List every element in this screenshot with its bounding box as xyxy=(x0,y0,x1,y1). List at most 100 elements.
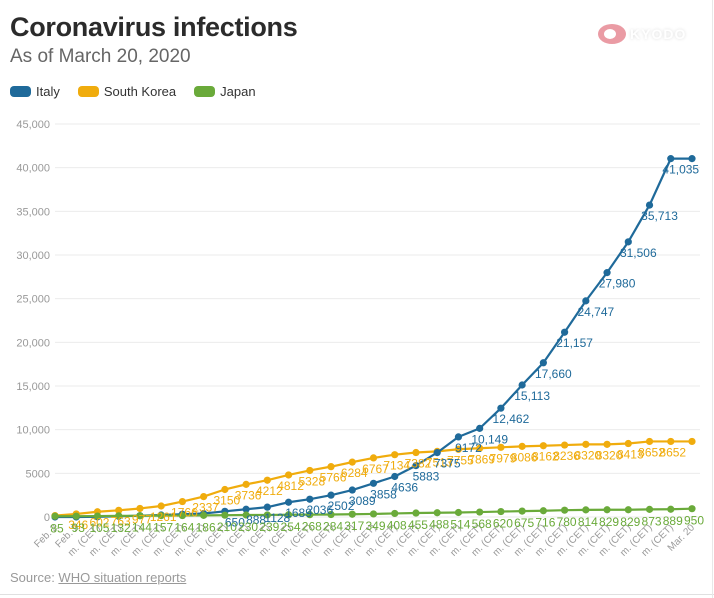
data-label: 346 xyxy=(68,518,88,532)
data-label: 268 xyxy=(302,520,322,534)
data-point xyxy=(263,511,271,519)
data-label: 455 xyxy=(408,518,428,532)
data-point xyxy=(221,485,229,494)
data-label: 8236 xyxy=(553,449,580,463)
legend-item-japan[interactable]: Japan xyxy=(194,84,256,99)
data-point xyxy=(284,511,293,519)
bottom-divider xyxy=(0,594,714,595)
data-point xyxy=(454,445,463,453)
data-point xyxy=(582,297,590,305)
data-point xyxy=(136,512,144,520)
legend-swatch-icon xyxy=(194,86,216,97)
legend-swatch-icon xyxy=(10,86,31,97)
data-point xyxy=(157,502,165,510)
y-tick-label: 15,000 xyxy=(16,381,50,393)
data-point xyxy=(115,506,123,514)
data-label: 829 xyxy=(599,515,619,529)
data-label: 8413 xyxy=(617,448,644,462)
legend-item-italy[interactable]: Italy xyxy=(10,84,60,99)
data-label: 814 xyxy=(578,515,598,529)
source-note: Source: WHO situation reports xyxy=(10,570,186,585)
data-label: 164 xyxy=(174,521,194,535)
data-point xyxy=(539,507,547,515)
y-tick-label: 20,000 xyxy=(16,337,50,349)
data-label: 7134 xyxy=(383,459,410,473)
data-label: 157 xyxy=(153,521,173,535)
data-point xyxy=(688,155,696,163)
data-label: 31,506 xyxy=(620,246,657,260)
data-point xyxy=(624,506,632,514)
data-label: 254 xyxy=(281,520,301,534)
data-point xyxy=(454,508,463,517)
logo-text: KYODO xyxy=(630,26,687,42)
data-point xyxy=(561,441,569,449)
data-label: 4212 xyxy=(256,484,283,498)
data-label: 7382 xyxy=(405,457,432,471)
data-point xyxy=(348,458,356,466)
data-point xyxy=(412,448,420,457)
data-label: 3736 xyxy=(235,488,262,502)
data-point xyxy=(348,510,356,518)
data-point xyxy=(539,359,547,367)
legend-label: South Korea xyxy=(103,84,177,99)
data-point xyxy=(476,444,484,452)
data-point xyxy=(327,510,335,519)
y-tick-label: 40,000 xyxy=(16,163,50,175)
data-point xyxy=(476,424,484,432)
data-label: 5766 xyxy=(320,471,347,485)
data-label: 2502 xyxy=(328,499,355,513)
data-label: 349 xyxy=(365,519,385,533)
data-point xyxy=(518,442,526,450)
data-label: 5883 xyxy=(413,470,440,484)
data-label: 9172 xyxy=(455,441,482,455)
data-label: 4812 xyxy=(277,479,304,493)
data-point xyxy=(667,505,675,513)
data-point xyxy=(391,472,399,481)
data-point xyxy=(178,511,186,520)
data-point xyxy=(242,480,250,488)
data-label: 93 xyxy=(72,521,86,535)
data-label: 8652 xyxy=(638,445,665,459)
data-label: 7513 xyxy=(426,455,453,469)
data-label: 132 xyxy=(111,521,131,535)
data-label: 950 xyxy=(684,514,704,528)
data-point xyxy=(136,504,144,513)
data-point xyxy=(157,512,165,520)
data-label: 3858 xyxy=(370,487,397,501)
data-label: 8086 xyxy=(511,450,538,464)
data-label: 602 xyxy=(89,516,109,530)
data-point xyxy=(284,471,293,479)
data-point xyxy=(242,511,250,519)
data-point xyxy=(51,512,59,520)
data-label: 2337 xyxy=(192,501,219,515)
y-tick-label: 10,000 xyxy=(16,425,50,437)
data-point xyxy=(369,510,378,518)
data-label: 514 xyxy=(450,518,470,532)
data-label: 210 xyxy=(217,520,237,534)
data-point xyxy=(645,505,654,513)
data-label: 488 xyxy=(429,518,449,532)
data-label: 829 xyxy=(620,515,640,529)
data-point xyxy=(518,381,526,389)
data-label: 4636 xyxy=(391,481,418,495)
data-point xyxy=(582,506,590,514)
data-point xyxy=(327,491,335,499)
right-divider xyxy=(712,0,713,598)
data-point xyxy=(476,508,484,516)
legend-label: Japan xyxy=(220,84,256,99)
data-point xyxy=(221,511,229,519)
data-label: 41,035 xyxy=(662,163,699,177)
legend-item-south-korea[interactable]: South Korea xyxy=(77,84,177,99)
data-point xyxy=(645,201,654,209)
kyodo-logo: KYODO xyxy=(598,24,686,44)
data-label: 8652 xyxy=(659,445,686,459)
y-tick-label: 35,000 xyxy=(16,206,50,218)
chart-title: Coronavirus infections xyxy=(10,12,298,42)
data-point xyxy=(263,503,271,511)
data-label: 5328 xyxy=(298,474,325,488)
data-point xyxy=(115,512,123,520)
data-label: 763 xyxy=(111,514,131,528)
data-point xyxy=(645,437,654,446)
kyodo-logo-icon xyxy=(598,24,626,44)
source-link[interactable]: WHO situation reports xyxy=(58,570,187,585)
